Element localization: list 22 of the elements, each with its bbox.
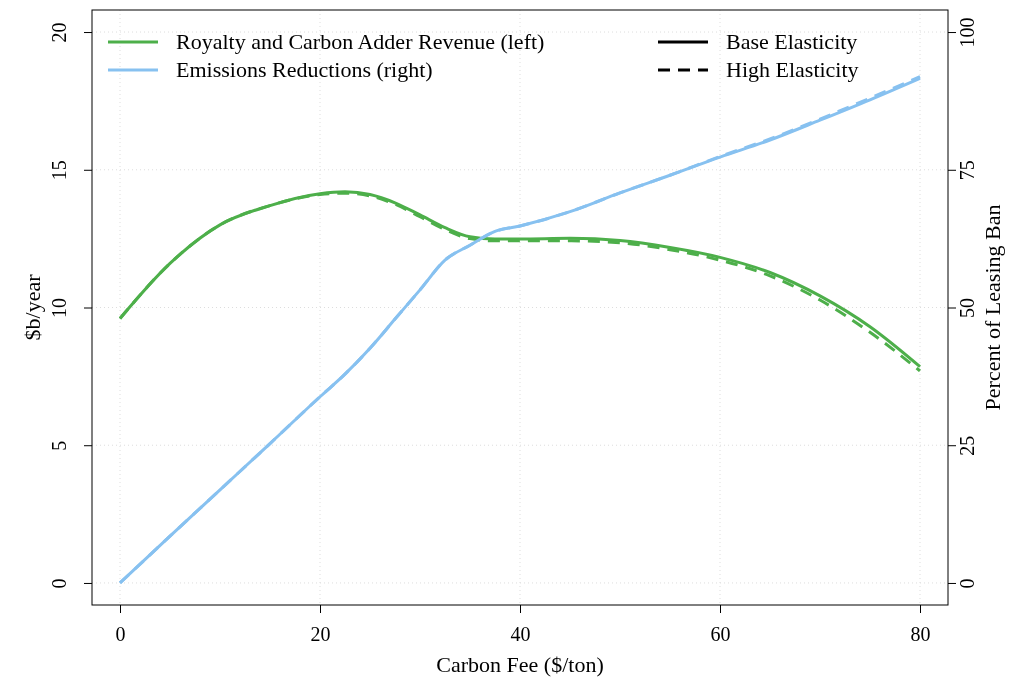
y-axis-title: $b/year [20, 273, 45, 341]
legend-label: Royalty and Carbon Adder Revenue (left) [176, 29, 545, 54]
y2-tick-label: 0 [956, 578, 978, 589]
x-axis-title: Carbon Fee ($/ton) [436, 652, 604, 677]
x-tick-label: 60 [710, 623, 731, 646]
y-tick-label: 5 [48, 440, 70, 451]
y2-tick-label: 100 [956, 17, 978, 48]
annotation: High Elasticity [726, 57, 859, 82]
annotation: Base Elasticity [726, 29, 858, 54]
y2-tick-label: 50 [956, 298, 978, 318]
y-tick-label: 20 [48, 22, 70, 43]
y2-axis-title: Percent of Leasing Ban [980, 204, 1005, 411]
y-tick-label: 0 [48, 578, 70, 589]
x-tick-label: 80 [910, 623, 931, 646]
legend-label: Emissions Reductions (right) [176, 57, 433, 82]
x-tick-label: 40 [510, 623, 531, 646]
x-tick-label: 20 [310, 623, 331, 646]
y-tick-label: 10 [48, 298, 70, 318]
y2-tick-label: 75 [956, 160, 978, 181]
x-tick-label: 0 [115, 623, 126, 646]
y-tick-label: 15 [48, 160, 70, 181]
y2-tick-label: 25 [956, 435, 978, 456]
